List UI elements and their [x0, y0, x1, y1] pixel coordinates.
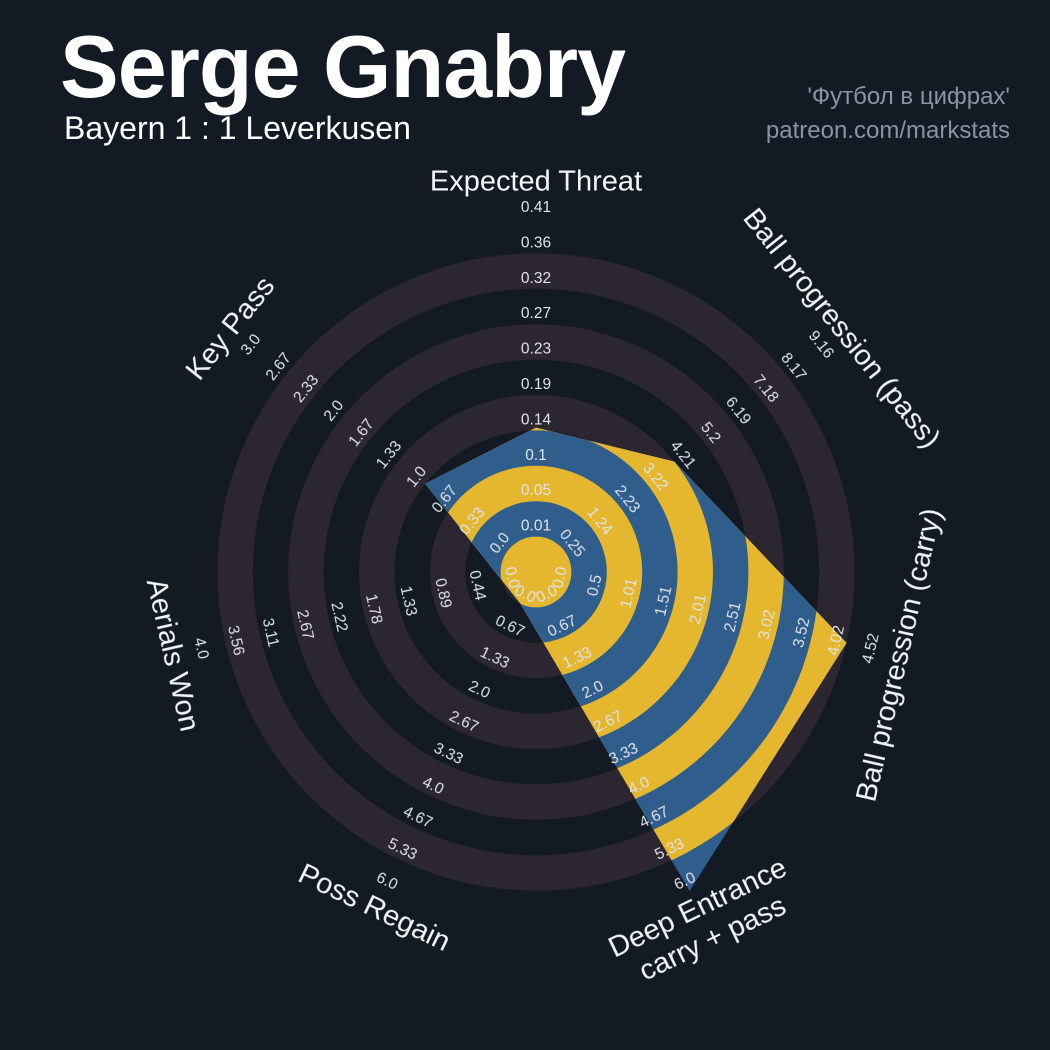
svg-text:0.32: 0.32 [521, 270, 551, 287]
svg-text:0.14: 0.14 [521, 411, 552, 428]
svg-text:0.27: 0.27 [521, 305, 551, 322]
svg-text:Expected Threat: Expected Threat [430, 165, 642, 197]
svg-text:0.1: 0.1 [525, 447, 547, 464]
svg-text:0.19: 0.19 [521, 376, 551, 393]
svg-text:0.01: 0.01 [521, 518, 551, 535]
svg-text:0.05: 0.05 [521, 482, 551, 499]
svg-text:0.23: 0.23 [521, 341, 551, 358]
svg-text:0.36: 0.36 [521, 234, 551, 251]
svg-text:0.41: 0.41 [521, 199, 551, 216]
